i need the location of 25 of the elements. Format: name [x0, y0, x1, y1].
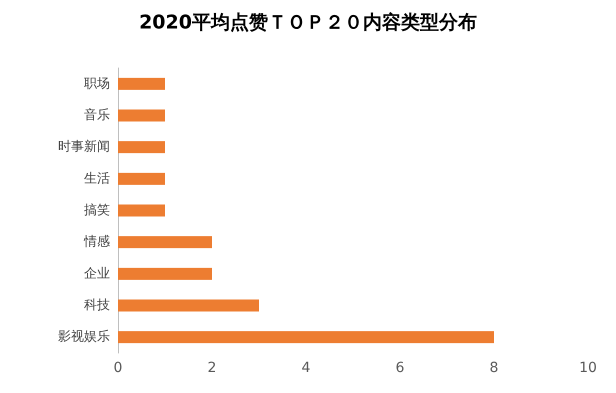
x-tick-label: 6	[396, 360, 405, 376]
bar	[118, 172, 165, 185]
y-tick-label: 音乐	[84, 108, 110, 123]
bar	[118, 204, 165, 216]
y-tick-label: 影视娱乐	[58, 330, 110, 345]
bar	[118, 268, 212, 280]
x-tick-label: 4	[302, 360, 311, 376]
bar	[118, 110, 165, 122]
y-tick-label: 搞笑	[84, 203, 110, 218]
x-tick-label: 2	[208, 360, 216, 376]
bar	[118, 300, 259, 312]
x-tick-label: 10	[579, 360, 597, 376]
y-tick-label: 科技	[84, 298, 110, 313]
x-tick-label: 8	[490, 360, 498, 376]
bar	[118, 331, 494, 344]
x-tick-label: 0	[114, 360, 122, 376]
bar	[118, 236, 212, 248]
y-tick-label: 生活	[84, 171, 110, 186]
y-tick-label: 职场	[84, 76, 110, 92]
bar	[118, 141, 165, 154]
y-tick-label: 情感	[83, 234, 110, 250]
y-tick-label: 企业	[84, 266, 110, 282]
chart-title: 2020平均点赞ＴＯＰ２０内容类型分布	[139, 12, 477, 34]
bar	[118, 78, 165, 90]
y-tick-label: 时事新闻	[58, 140, 110, 155]
